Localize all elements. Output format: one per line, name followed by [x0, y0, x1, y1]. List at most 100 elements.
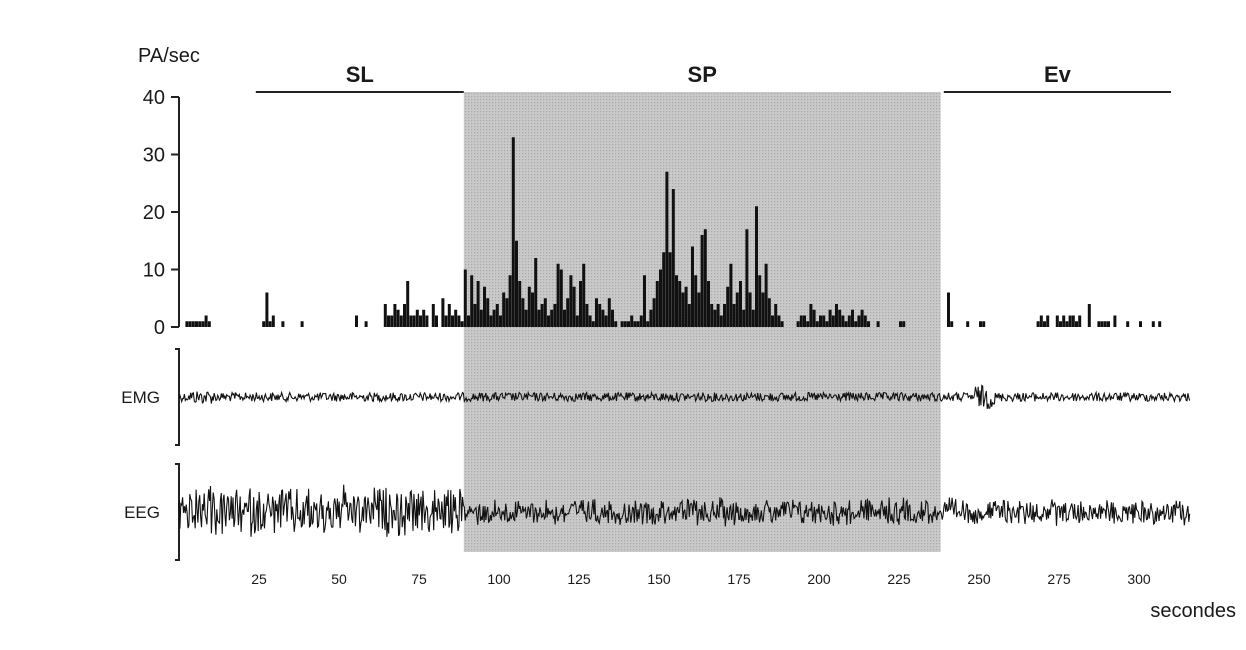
bar — [521, 298, 525, 327]
x-tick-label: 75 — [411, 571, 427, 587]
bar — [828, 309, 832, 327]
bar — [1062, 315, 1066, 327]
bar — [780, 321, 784, 327]
bar — [767, 298, 771, 327]
bar — [198, 321, 202, 327]
bar — [947, 292, 950, 327]
bar — [777, 315, 781, 327]
bar — [729, 263, 733, 327]
bar — [396, 309, 400, 327]
bar — [819, 315, 822, 327]
bar — [831, 315, 835, 327]
bar — [713, 309, 717, 327]
bar — [614, 321, 618, 327]
bar — [262, 321, 266, 327]
bar — [406, 281, 410, 327]
bar — [857, 315, 861, 327]
bar — [982, 321, 986, 327]
bar — [639, 315, 643, 327]
bar — [537, 309, 541, 327]
bar — [566, 298, 570, 327]
bar — [1087, 304, 1091, 327]
bar — [563, 309, 566, 327]
bar — [265, 292, 269, 327]
bar — [486, 298, 490, 327]
bar — [460, 321, 464, 327]
bar — [652, 298, 656, 327]
bar — [1068, 315, 1072, 327]
bar — [479, 309, 483, 327]
bar — [412, 315, 416, 327]
bar — [483, 286, 486, 327]
bar — [854, 321, 858, 327]
eeg-axis-bracket — [175, 463, 180, 561]
traces-layer: EMG EEG — [121, 348, 1191, 561]
bar — [422, 309, 426, 327]
bar — [851, 309, 854, 327]
y-tick-label: 40 — [143, 87, 165, 109]
bar — [476, 281, 480, 327]
bar — [1075, 321, 1078, 327]
bar — [678, 281, 682, 327]
emg-label: EMG — [121, 388, 160, 407]
bar — [812, 309, 816, 327]
bar — [950, 321, 954, 327]
bar — [185, 321, 189, 327]
bar — [623, 321, 627, 327]
bar — [668, 252, 672, 327]
bar — [726, 286, 730, 327]
bar — [863, 315, 867, 327]
bar — [457, 315, 461, 327]
bar — [527, 286, 531, 327]
bar — [540, 304, 544, 327]
y-tick-label: 0 — [154, 317, 165, 339]
x-tick-label: 250 — [967, 571, 991, 587]
bar — [716, 304, 720, 327]
bar — [1107, 321, 1110, 327]
bar — [1046, 315, 1050, 327]
bar — [508, 275, 512, 327]
x-tick-label: 175 — [727, 571, 751, 587]
bar — [835, 304, 838, 327]
bar — [383, 304, 387, 327]
bar — [902, 321, 906, 327]
bar — [761, 292, 765, 327]
bar — [671, 189, 675, 327]
bar — [518, 281, 522, 327]
bar — [1059, 321, 1062, 327]
y-tick-label: 10 — [143, 260, 165, 282]
bar — [1151, 321, 1155, 327]
bar — [447, 304, 451, 327]
bar — [582, 263, 586, 327]
bar — [502, 292, 506, 327]
bar — [1103, 321, 1107, 327]
bar — [1158, 321, 1162, 327]
bar — [268, 321, 272, 327]
bar — [822, 315, 826, 327]
bar — [1126, 321, 1130, 327]
bar — [742, 309, 746, 327]
bar — [627, 321, 630, 327]
bar — [691, 246, 694, 327]
bar — [470, 275, 474, 327]
bar — [598, 304, 602, 327]
bar — [979, 321, 982, 327]
bar — [588, 315, 592, 327]
bar — [601, 309, 605, 327]
x-tick-label: 25 — [251, 571, 267, 587]
bar — [723, 304, 726, 327]
bar — [1097, 321, 1101, 327]
bar — [719, 315, 723, 327]
phase-layer: SL SP Ev — [255, 62, 1171, 93]
bar — [403, 304, 406, 327]
bar — [876, 321, 880, 327]
bar — [467, 315, 470, 327]
bar — [204, 315, 208, 327]
bar — [591, 321, 595, 327]
bar — [684, 286, 688, 327]
bar — [710, 304, 714, 327]
bar — [569, 275, 573, 327]
phase-label-SL: SL — [346, 62, 374, 87]
bar — [662, 252, 666, 327]
